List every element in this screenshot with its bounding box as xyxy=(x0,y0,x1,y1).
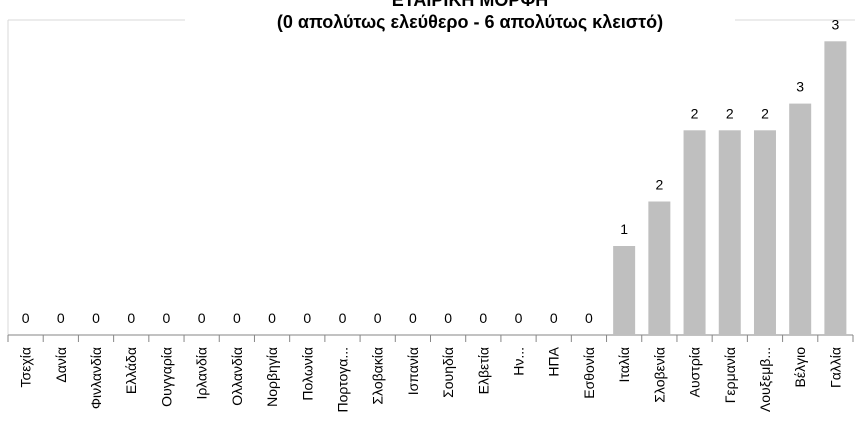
x-tick-label: Ολλανδία xyxy=(229,347,245,406)
value-label: 0 xyxy=(444,310,452,326)
x-tick-label: ΗΠΑ xyxy=(546,346,562,376)
value-label: 2 xyxy=(726,105,734,121)
x-tick-label: Γαλλία xyxy=(827,347,843,388)
x-tick-label: Ην... xyxy=(511,347,527,376)
x-tick-label: Δανία xyxy=(53,347,69,383)
value-label: 0 xyxy=(374,310,382,326)
value-label: 0 xyxy=(198,310,206,326)
value-label: 0 xyxy=(409,310,417,326)
value-label: 0 xyxy=(339,310,347,326)
chart-subtitle: (0 απολύτως ελεύθερο - 6 απολύτως κλειστ… xyxy=(277,12,663,32)
x-tick-label: Ελλάδα xyxy=(123,347,139,394)
value-label: 0 xyxy=(233,310,241,326)
value-label: 0 xyxy=(479,310,487,326)
x-tick-label: Ελβετία xyxy=(475,347,491,394)
value-label: 0 xyxy=(163,310,171,326)
x-tick-label: Φινλανδία xyxy=(88,347,104,409)
x-tick-label: Σλοβενία xyxy=(651,347,667,403)
value-label: 2 xyxy=(761,105,769,121)
value-label: 0 xyxy=(585,310,593,326)
bar xyxy=(648,201,671,335)
value-label: 0 xyxy=(268,310,276,326)
value-label: 0 xyxy=(303,310,311,326)
value-label: 0 xyxy=(92,310,100,326)
x-tick-label: Ουγγαρία xyxy=(158,347,174,407)
value-label: 0 xyxy=(127,310,135,326)
x-tick-label: Σλοβακία xyxy=(370,347,386,405)
bar xyxy=(613,246,636,335)
x-tick-label: Τσεχία xyxy=(18,347,34,387)
x-tick-label: Ιρλανδία xyxy=(194,347,210,399)
bar xyxy=(824,41,847,336)
x-tick-label: Εσθονία xyxy=(581,347,597,399)
value-label: 2 xyxy=(655,177,663,193)
x-tick-label: Βέλγιο xyxy=(792,347,808,388)
bar xyxy=(683,130,706,335)
chart-title: ΕΤΑΙΡΙΚΗ ΜΟΡΦΗ xyxy=(392,0,548,10)
x-tick-label: Αυστρία xyxy=(687,347,703,397)
bar xyxy=(789,103,812,335)
bar xyxy=(753,130,776,335)
value-label: 1 xyxy=(620,221,628,237)
value-label: 3 xyxy=(796,79,804,95)
x-tick-label: Σουηδία xyxy=(440,347,456,398)
value-label: 3 xyxy=(831,16,839,32)
x-tick-label: Λουξεμβ... xyxy=(757,347,773,412)
x-tick-label: Γερμανία xyxy=(722,347,738,403)
value-label: 0 xyxy=(515,310,523,326)
bar xyxy=(718,130,741,335)
x-tick-label: Πολωνία xyxy=(299,347,315,401)
x-tick-label: Νορβηγία xyxy=(264,347,280,407)
value-label: 2 xyxy=(691,105,699,121)
value-label: 0 xyxy=(550,310,558,326)
x-tick-label: Πορτογα... xyxy=(334,347,350,413)
x-tick-label: Ισπανία xyxy=(405,347,421,395)
value-label: 0 xyxy=(57,310,65,326)
x-tick-label: Ιταλία xyxy=(616,347,632,383)
value-label: 0 xyxy=(22,310,30,326)
